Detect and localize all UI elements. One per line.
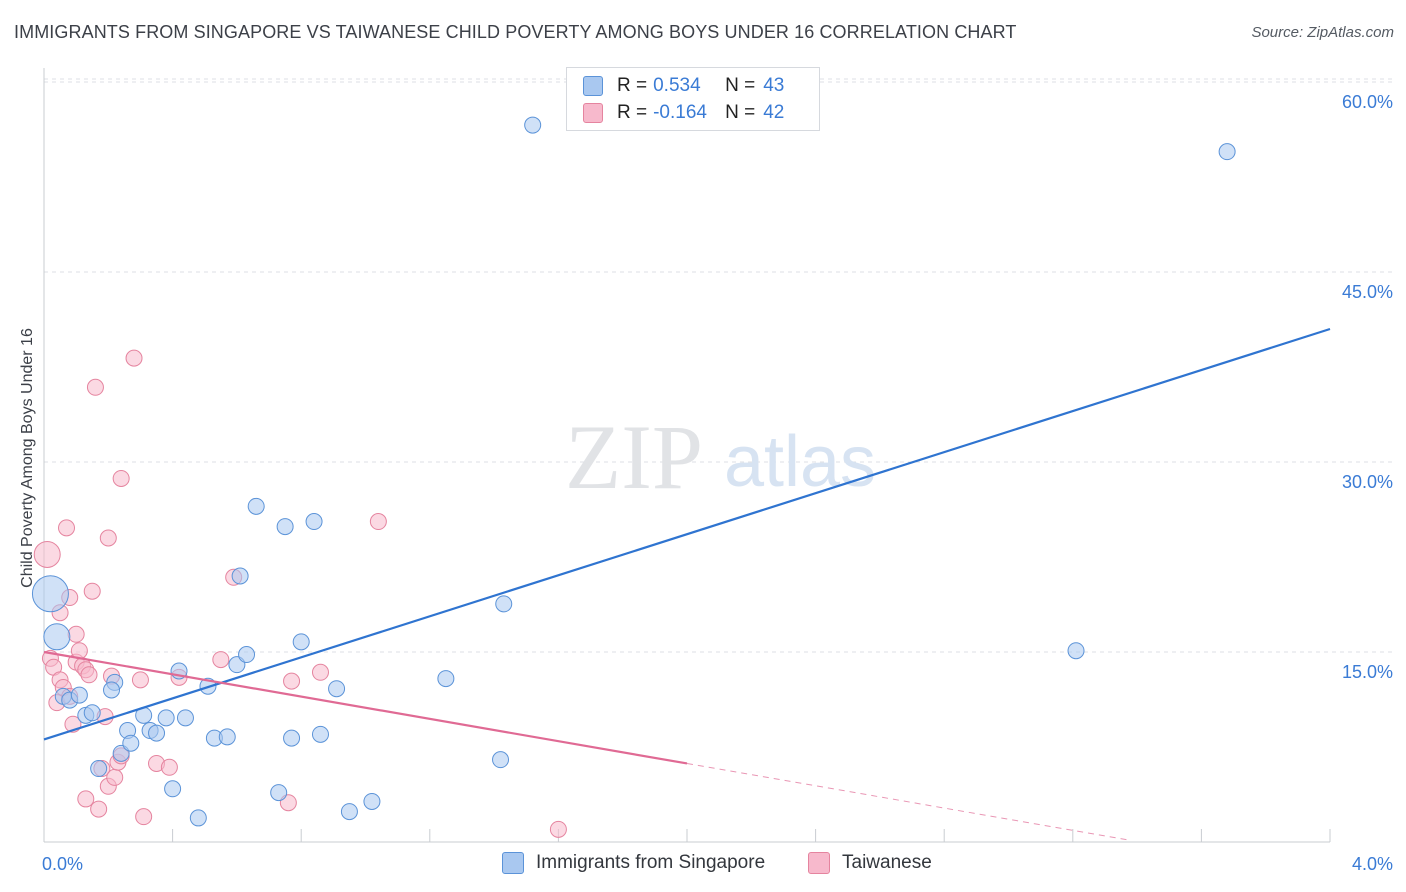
n-value: 43 [763, 75, 785, 96]
taiwanese-point [90, 800, 108, 818]
singapore-point [103, 681, 121, 699]
taiwanese-point [311, 663, 329, 681]
watermark: ZIP atlas [565, 406, 876, 508]
y-tick-label: 30.0% [1342, 472, 1393, 492]
singapore-point [305, 513, 323, 531]
singapore-point [492, 751, 510, 769]
stats-legend: R = 0.534 N = 43 R = -0.164 N = 42 [566, 67, 820, 131]
singapore-point [238, 646, 256, 664]
taiwanese-trend-extension [686, 762, 1131, 841]
taiwanese-point [99, 529, 117, 547]
tick-labels: 15.0% 30.0% 45.0% 60.0% 0.0% 4.0% [42, 92, 1393, 874]
taiwanese-point [86, 378, 104, 396]
singapore-point [83, 704, 101, 722]
singapore-point [247, 497, 265, 515]
taiwanese-point [160, 758, 178, 776]
singapore-point [148, 724, 166, 742]
singapore-point [283, 729, 301, 747]
singapore-point [495, 595, 513, 613]
singapore-point [1067, 642, 1085, 660]
taiwanese-point [33, 540, 61, 568]
singapore-point [122, 734, 140, 752]
legend-label-taiwanese: Taiwanese [842, 852, 932, 873]
x-tick-label: 0.0% [42, 854, 83, 874]
y-tick-label: 60.0% [1342, 92, 1393, 112]
watermark-atlas: atlas [724, 422, 876, 502]
taiwanese-point [549, 820, 567, 838]
singapore-point [292, 633, 310, 651]
singapore-point [164, 780, 182, 798]
taiwanese-point [112, 469, 130, 487]
singapore-point [231, 567, 249, 585]
singapore-point [70, 686, 88, 704]
taiwanese-point [135, 808, 153, 826]
stats-row-singapore: R = 0.534 N = 43 [583, 74, 784, 98]
singapore-legend-swatch [502, 852, 524, 874]
singapore-point [43, 623, 71, 651]
n-label: N = [725, 102, 756, 123]
x-tick-label: 4.0% [1352, 854, 1393, 874]
singapore-point [311, 725, 329, 743]
trend-lines [43, 327, 1331, 841]
singapore-swatch [583, 76, 603, 96]
singapore-points [31, 116, 1236, 827]
singapore-point [363, 792, 381, 810]
y-tick-label: 15.0% [1342, 662, 1393, 682]
stats-row-taiwanese: R = -0.164 N = 42 [583, 101, 784, 125]
watermark-zip: ZIP [565, 406, 703, 508]
grid-lines [44, 78, 1392, 653]
singapore-point [270, 784, 288, 802]
taiwanese-swatch [583, 103, 603, 123]
legend-item-singapore[interactable]: Immigrants from Singapore [502, 852, 765, 874]
r-value: 0.534 [653, 75, 701, 96]
taiwanese-points [33, 349, 567, 838]
taiwanese-point [58, 519, 76, 537]
series-legend: Immigrants from Singapore Taiwanese [0, 852, 1406, 878]
singapore-point [328, 680, 346, 698]
r-value: -0.164 [653, 102, 707, 123]
singapore-point [1218, 143, 1236, 161]
singapore-point [189, 809, 207, 827]
chart-title: IMMIGRANTS FROM SINGAPORE VS TAIWANESE C… [14, 22, 1017, 42]
n-label: N = [725, 75, 756, 96]
singapore-point [31, 575, 69, 613]
singapore-point [176, 709, 194, 727]
singapore-trend-line [43, 327, 1331, 741]
y-tick-label: 45.0% [1342, 282, 1393, 302]
singapore-point [276, 518, 294, 536]
legend-item-taiwanese[interactable]: Taiwanese [808, 852, 932, 874]
n-value: 42 [763, 102, 785, 123]
taiwanese-point [369, 513, 387, 531]
taiwanese-point [80, 666, 98, 684]
taiwanese-point [131, 671, 149, 689]
taiwanese-legend-swatch [808, 852, 830, 874]
taiwanese-point [212, 651, 230, 669]
taiwanese-point [67, 625, 85, 643]
taiwanese-point [83, 582, 101, 600]
singapore-point [90, 760, 108, 778]
source-credit: Source: ZipAtlas.com [1251, 24, 1394, 41]
taiwanese-trend-line [43, 650, 688, 765]
singapore-point [524, 116, 542, 134]
legend-label-singapore: Immigrants from Singapore [536, 852, 766, 873]
taiwanese-point [106, 768, 124, 786]
r-label: R = [617, 102, 648, 123]
r-label: R = [617, 75, 648, 96]
taiwanese-point [77, 790, 95, 808]
singapore-point [340, 803, 358, 821]
singapore-point [437, 670, 455, 688]
singapore-point [157, 709, 175, 727]
taiwanese-point [283, 672, 301, 690]
taiwanese-point [125, 349, 143, 367]
singapore-point [218, 728, 236, 746]
